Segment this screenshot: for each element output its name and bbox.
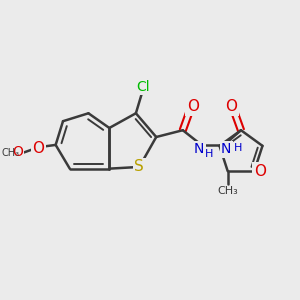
Text: S: S [134,160,144,175]
Text: N: N [194,142,204,156]
Text: O: O [254,164,266,178]
Text: H: H [205,149,214,159]
Text: CH₃: CH₃ [2,148,20,158]
Text: CH₃: CH₃ [217,186,238,196]
Text: O: O [187,99,199,114]
Text: O: O [32,141,44,156]
Text: N: N [221,142,232,156]
Text: O: O [12,145,23,159]
Text: O: O [225,99,237,114]
Text: H: H [233,143,242,153]
Text: Cl: Cl [136,80,149,94]
